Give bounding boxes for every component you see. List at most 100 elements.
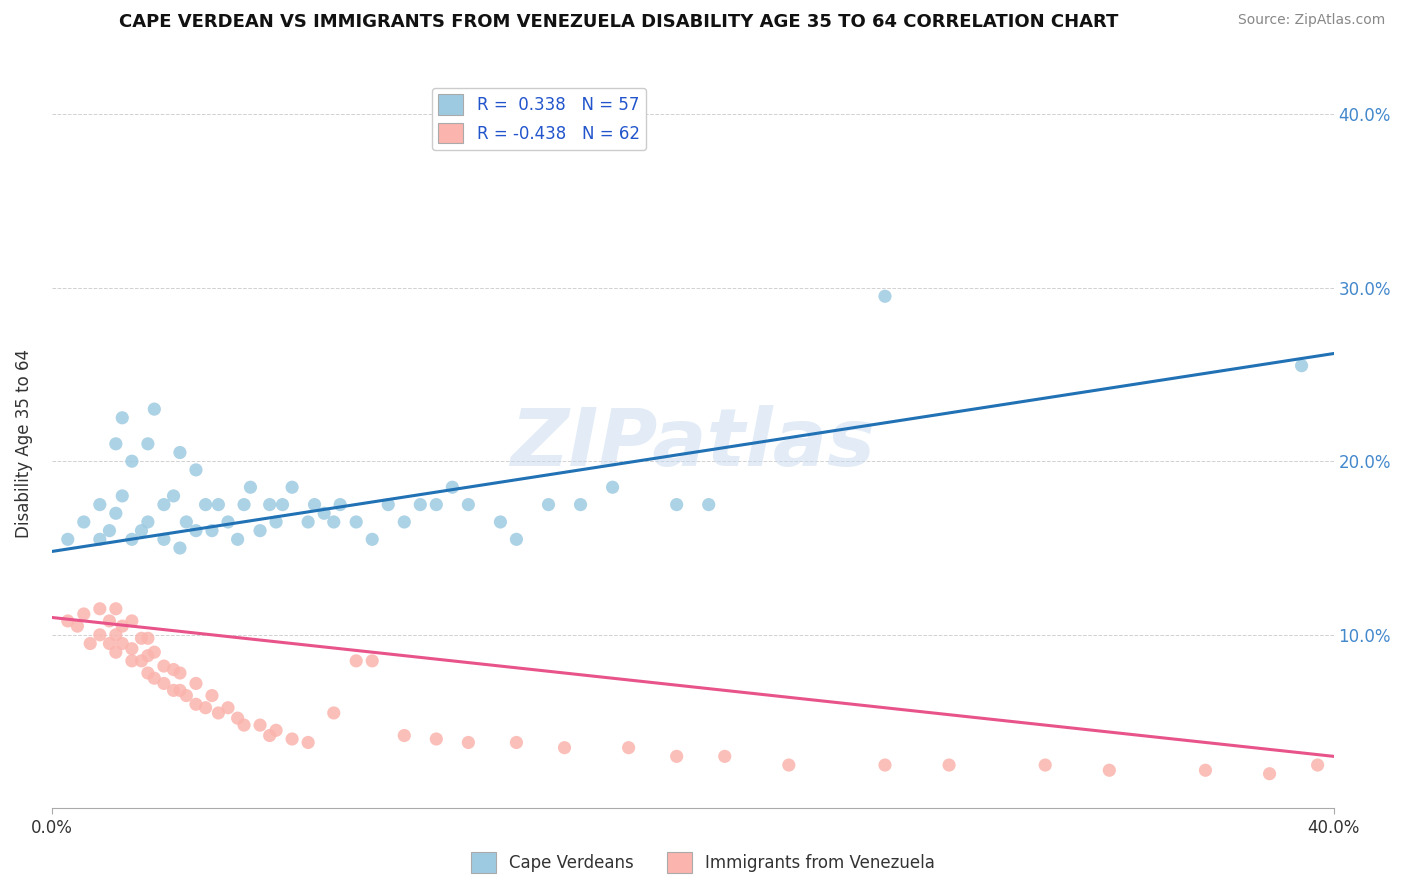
- Text: Source: ZipAtlas.com: Source: ZipAtlas.com: [1237, 13, 1385, 28]
- Point: [169, 666, 191, 681]
- Point: [143, 671, 166, 685]
- Point: [121, 454, 143, 468]
- Point: [89, 498, 111, 512]
- Point: [98, 524, 121, 538]
- Point: [104, 628, 127, 642]
- Point: [136, 437, 159, 451]
- Point: [169, 683, 191, 698]
- Point: [329, 498, 352, 512]
- Point: [176, 689, 198, 703]
- Point: [153, 498, 176, 512]
- Point: [162, 663, 184, 677]
- Point: [1098, 764, 1121, 778]
- Point: [111, 489, 134, 503]
- Point: [1291, 359, 1313, 373]
- Point: [1194, 764, 1216, 778]
- Point: [184, 698, 207, 712]
- Point: [217, 515, 239, 529]
- Point: [697, 498, 720, 512]
- Point: [153, 676, 176, 690]
- Point: [249, 524, 271, 538]
- Point: [184, 524, 207, 538]
- Point: [226, 711, 249, 725]
- Point: [602, 480, 624, 494]
- Point: [143, 402, 166, 417]
- Point: [264, 515, 287, 529]
- Y-axis label: Disability Age 35 to 64: Disability Age 35 to 64: [15, 350, 32, 539]
- Point: [98, 614, 121, 628]
- Point: [162, 489, 184, 503]
- Point: [104, 506, 127, 520]
- Point: [425, 731, 447, 746]
- Text: ZIPatlas: ZIPatlas: [510, 405, 875, 483]
- Point: [457, 735, 479, 749]
- Point: [98, 636, 121, 650]
- Point: [131, 654, 153, 668]
- Point: [56, 533, 79, 547]
- Point: [131, 524, 153, 538]
- Point: [143, 645, 166, 659]
- Point: [249, 718, 271, 732]
- Point: [176, 515, 198, 529]
- Point: [361, 533, 384, 547]
- Point: [259, 498, 281, 512]
- Point: [259, 729, 281, 743]
- Point: [121, 614, 143, 628]
- Point: [207, 706, 229, 720]
- Point: [121, 641, 143, 656]
- Point: [1258, 766, 1281, 780]
- Point: [281, 731, 304, 746]
- Point: [377, 498, 399, 512]
- Point: [322, 706, 344, 720]
- Point: [169, 541, 191, 555]
- Point: [505, 533, 527, 547]
- Point: [233, 498, 256, 512]
- Point: [361, 654, 384, 668]
- Point: [297, 735, 319, 749]
- Point: [201, 524, 224, 538]
- Point: [553, 740, 575, 755]
- Point: [194, 700, 217, 714]
- Point: [617, 740, 640, 755]
- Point: [489, 515, 512, 529]
- Point: [271, 498, 294, 512]
- Point: [136, 515, 159, 529]
- Point: [79, 636, 101, 650]
- Point: [89, 628, 111, 642]
- Point: [207, 498, 229, 512]
- Point: [297, 515, 319, 529]
- Point: [131, 632, 153, 646]
- Point: [89, 533, 111, 547]
- Point: [136, 632, 159, 646]
- Point: [233, 718, 256, 732]
- Point: [873, 289, 896, 303]
- Legend: Cape Verdeans, Immigrants from Venezuela: Cape Verdeans, Immigrants from Venezuela: [464, 846, 942, 880]
- Point: [457, 498, 479, 512]
- Text: CAPE VERDEAN VS IMMIGRANTS FROM VENEZUELA DISABILITY AGE 35 TO 64 CORRELATION CH: CAPE VERDEAN VS IMMIGRANTS FROM VENEZUEL…: [120, 13, 1118, 31]
- Legend: R =  0.338   N = 57, R = -0.438   N = 62: R = 0.338 N = 57, R = -0.438 N = 62: [432, 87, 647, 150]
- Point: [162, 683, 184, 698]
- Point: [111, 619, 134, 633]
- Point: [136, 666, 159, 681]
- Point: [201, 689, 224, 703]
- Point: [665, 498, 688, 512]
- Point: [121, 654, 143, 668]
- Point: [153, 533, 176, 547]
- Point: [505, 735, 527, 749]
- Point: [73, 607, 96, 621]
- Point: [121, 533, 143, 547]
- Point: [184, 676, 207, 690]
- Point: [1033, 758, 1056, 772]
- Point: [873, 758, 896, 772]
- Point: [304, 498, 326, 512]
- Point: [394, 515, 416, 529]
- Point: [441, 480, 464, 494]
- Point: [264, 723, 287, 738]
- Point: [111, 636, 134, 650]
- Point: [239, 480, 262, 494]
- Point: [344, 515, 367, 529]
- Point: [104, 601, 127, 615]
- Point: [322, 515, 344, 529]
- Point: [537, 498, 560, 512]
- Point: [217, 700, 239, 714]
